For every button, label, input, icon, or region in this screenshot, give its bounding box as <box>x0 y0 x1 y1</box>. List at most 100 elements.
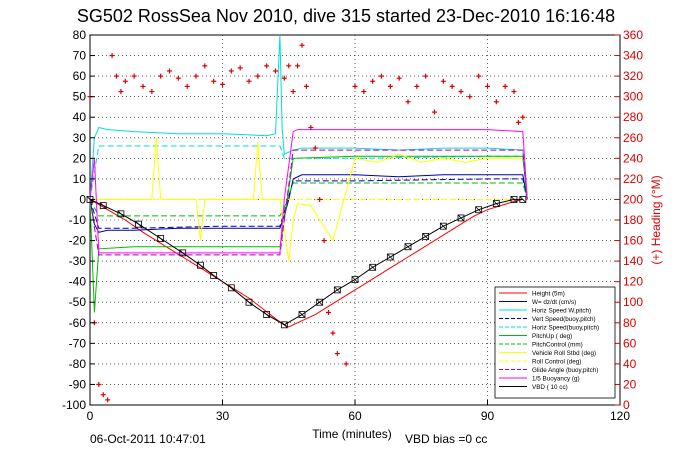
heading-point <box>228 68 234 74</box>
heading-point <box>109 53 115 59</box>
y-tick-label: -40 <box>69 275 87 289</box>
y2-tick-label: 140 <box>623 254 643 268</box>
legend-label: Height (5m) <box>532 290 565 297</box>
series-marker-x <box>263 311 270 318</box>
series-marker <box>179 249 187 257</box>
heading-point <box>237 65 243 71</box>
y2-tick-label: 20 <box>623 377 637 391</box>
heading-point <box>520 114 526 120</box>
heading-point <box>290 89 296 95</box>
series-marker <box>227 284 235 292</box>
series-marker-x <box>316 298 323 306</box>
heading-point <box>334 351 340 357</box>
series-marker <box>117 210 125 218</box>
legend-label: 1/5 Buoyancy (g) <box>532 375 580 382</box>
heading-point <box>449 83 455 89</box>
series-marker <box>386 253 394 261</box>
series-marker-x <box>351 276 359 283</box>
legend-label: VBD ( 10 cc) <box>532 384 568 391</box>
x-axis-ticks: 0 30 60 90 120 <box>87 400 630 423</box>
y-tick-label: 40 <box>73 110 87 124</box>
y-tick-label: -20 <box>69 234 87 248</box>
legend-label: Horiz Speed(buoy,pitch) <box>532 324 599 331</box>
heading-point <box>193 73 199 79</box>
y2-tick-label: 180 <box>623 213 643 227</box>
y2-tick-label: 360 <box>623 28 643 42</box>
series-marker <box>197 261 204 269</box>
y2-tick-label: 80 <box>623 316 637 330</box>
series-line-9 <box>89 149 528 256</box>
y-tick-label: -70 <box>69 336 87 350</box>
heading-point <box>414 83 420 89</box>
heading-point <box>286 63 292 69</box>
series-line-0 <box>89 198 523 328</box>
heading-point <box>312 145 318 151</box>
series-marker-x <box>519 196 527 203</box>
y-tick-label: 20 <box>73 151 87 165</box>
heading-point <box>96 381 102 387</box>
heading-point <box>330 330 336 336</box>
series-marker <box>298 311 306 318</box>
heading-point <box>370 78 376 84</box>
y-tick-label: -90 <box>69 377 87 391</box>
heading-point <box>140 83 146 89</box>
series-layer <box>86 34 528 329</box>
series-marker-x <box>228 284 235 292</box>
y-tick-label: 70 <box>73 49 87 63</box>
series-marker <box>333 286 341 294</box>
y2-tick-label: 200 <box>623 192 643 206</box>
series-marker-x <box>179 249 187 257</box>
heading-point <box>299 42 305 48</box>
legend: Height (5m) W= dz/dt (cm/s)Horiz Speed W,… <box>494 286 616 399</box>
heading-point <box>308 125 314 130</box>
series-marker <box>369 263 377 271</box>
legend-label: W= dz/dt (cm/s) <box>532 299 576 306</box>
series-marker-x <box>387 253 394 261</box>
heading-point <box>432 109 437 115</box>
heading-point <box>167 68 172 74</box>
series-marker <box>457 214 465 222</box>
series-marker <box>210 272 218 279</box>
series-line-6 <box>89 182 528 217</box>
y2-tick-label: 280 <box>623 110 643 124</box>
heading-point <box>502 83 508 89</box>
heading-point <box>202 63 208 69</box>
heading-point <box>255 73 261 79</box>
heading-point <box>423 73 429 79</box>
series-marker-x <box>298 311 306 318</box>
heading-point <box>281 75 287 81</box>
heading-point <box>458 89 464 95</box>
series-marker-x <box>404 243 412 251</box>
heading-point <box>321 238 327 244</box>
legend-label: Glide Angle (buoy,pitch) <box>532 367 598 374</box>
y2-tick-label: 240 <box>623 151 643 165</box>
x-tick-label: 30 <box>216 409 230 423</box>
heading-point <box>175 75 181 81</box>
heading-point <box>105 397 111 403</box>
timestamp: 06-Oct-2011 10:47:01 <box>90 432 206 446</box>
series-marker-x <box>510 196 518 203</box>
series-marker <box>519 196 527 203</box>
series-line-3 <box>89 178 528 229</box>
heading-point <box>211 78 217 84</box>
y2-tick-label: 0 <box>623 398 630 412</box>
y2-tick-label: 260 <box>623 131 643 145</box>
y-tick-label: 80 <box>73 28 87 42</box>
series-marker-x <box>493 200 500 207</box>
y2-tick-label: 160 <box>623 234 643 248</box>
heading-point <box>485 83 490 89</box>
series-marker <box>316 298 324 306</box>
series-marker <box>99 202 107 210</box>
y-tick-label: 10 <box>73 172 87 186</box>
y-tick-label: -50 <box>69 295 87 309</box>
heading-point <box>220 81 225 87</box>
y2-tick-label: 40 <box>623 357 637 371</box>
heading-point <box>317 196 323 202</box>
series-marker <box>351 276 359 284</box>
series-line-2 <box>89 34 528 200</box>
heading-point <box>511 89 517 95</box>
y2-tick-label: 220 <box>623 172 643 186</box>
heading-point <box>131 73 137 79</box>
y-tick-label: -60 <box>69 316 87 330</box>
y-tick-label: 60 <box>73 69 87 83</box>
